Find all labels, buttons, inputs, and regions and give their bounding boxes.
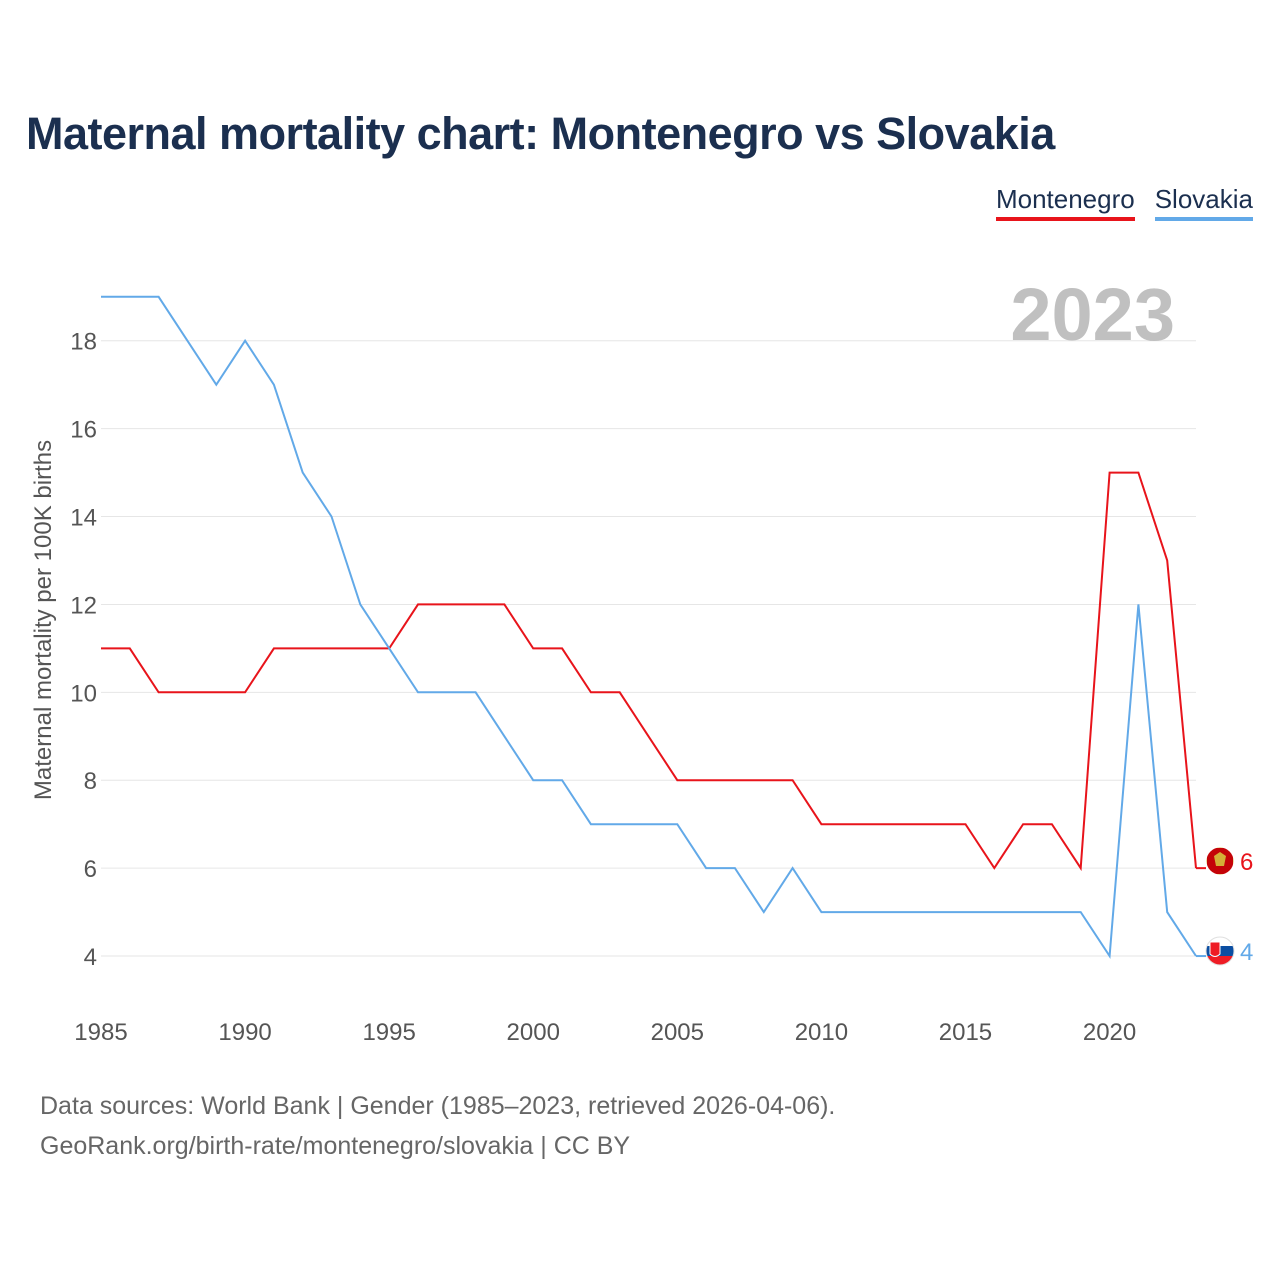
end-value-slovakia: 4: [1240, 939, 1253, 966]
y-tick-label: 8: [84, 768, 97, 795]
y-tick-label: 18: [70, 329, 97, 356]
series-lines: [101, 295, 1206, 959]
legend-item-montenegro[interactable]: Montenegro: [995, 184, 1135, 221]
x-tick-label: 2005: [651, 1019, 704, 1046]
end-value-montenegro: 6: [1240, 849, 1253, 876]
x-tick-label: 2010: [795, 1019, 848, 1046]
y-tick-label: 16: [70, 417, 97, 444]
y-axis-label: Maternal mortality per 100K births: [30, 440, 57, 800]
flag-slovakia-icon: [1205, 936, 1235, 966]
line-chart: 2023 4 6 8 10 12 14 16 18 1985 1990 1995 2000 2005 2…: [30, 273, 1253, 1046]
x-tick-label: 1995: [362, 1019, 415, 1046]
x-tick-label: 2000: [507, 1019, 560, 1046]
x-tick-label: 1990: [218, 1019, 271, 1046]
y-tick-label: 10: [70, 680, 97, 707]
footer-source: Data sources: World Bank | Gender (1985–…: [40, 1092, 836, 1120]
y-tick-label: 14: [70, 505, 97, 532]
x-tick-label: 1985: [74, 1019, 127, 1046]
y-tick-label: 4: [84, 944, 97, 971]
year-watermark: 2023: [1010, 273, 1175, 356]
legend-item-slovakia[interactable]: Slovakia: [1154, 184, 1253, 221]
gridlines: [101, 340, 1196, 957]
footer-attribution: GeoRank.org/birth-rate/montenegro/slovak…: [40, 1132, 631, 1160]
flag-montenegro-icon: [1205, 846, 1235, 876]
x-tick-label: 2015: [939, 1019, 992, 1046]
y-tick-label: 12: [70, 592, 97, 619]
y-axis-ticks: 4 6 8 10 12 14 16 18: [70, 329, 97, 971]
series-line-slovakia: [101, 295, 1197, 959]
legend: Montenegro Slovakia: [995, 184, 1253, 221]
y-tick-label: 6: [84, 856, 97, 883]
chart-title: Maternal mortality chart: Montenegro vs …: [26, 108, 1055, 159]
series-line-montenegro: [101, 471, 1197, 872]
x-tick-label: 2020: [1083, 1019, 1136, 1046]
footer: Data sources: World Bank | Gender (1985–…: [40, 1086, 835, 1166]
x-axis-ticks: 1985 1990 1995 2000 2005 2010 2015 2020: [74, 1019, 1136, 1046]
